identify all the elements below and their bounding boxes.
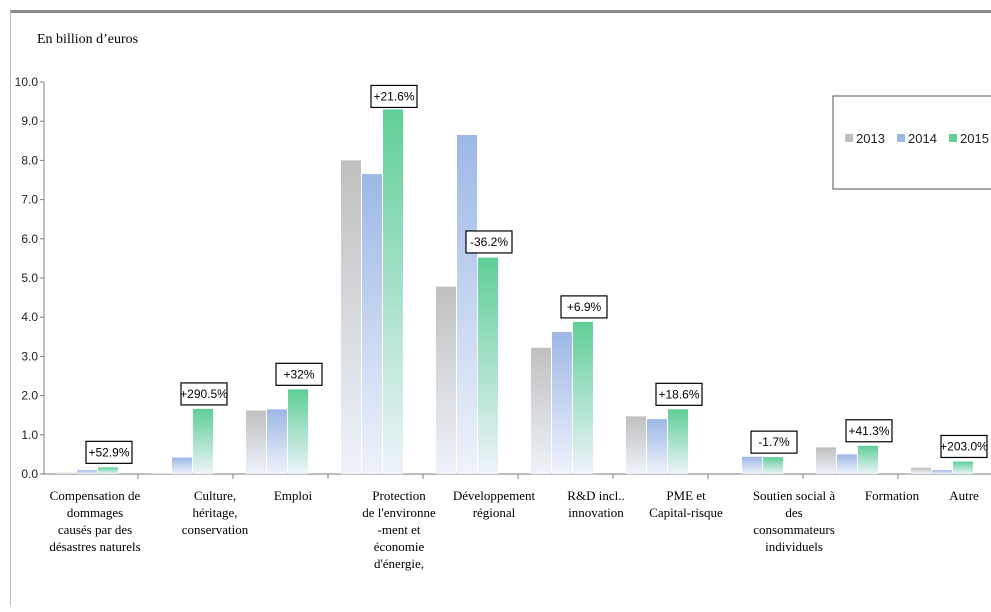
bar-2015 <box>383 109 403 474</box>
legend-label: 2014 <box>908 131 937 146</box>
bar-2015 <box>478 257 498 474</box>
bar-2013 <box>911 467 931 474</box>
bar-2014 <box>837 454 857 474</box>
annotation-label: -1.7% <box>758 435 790 449</box>
y-tick-label: 2.0 <box>21 389 38 403</box>
bar-2014 <box>932 470 952 474</box>
category-label: Protection de l'environne -ment et écono… <box>362 488 436 571</box>
annotation-box <box>180 382 228 406</box>
annotation-box <box>370 84 418 109</box>
bar-2014 <box>77 470 97 474</box>
annotation-label: +290.5% <box>180 387 228 401</box>
y-tick-label: 4.0 <box>21 310 38 324</box>
bar-2015 <box>763 457 783 474</box>
bar-2015 <box>668 409 688 474</box>
bar-2013 <box>436 286 456 474</box>
bar-2013 <box>816 447 836 474</box>
bar-2014 <box>457 134 477 475</box>
annotation-label: +32% <box>283 367 314 381</box>
bar-2014 <box>362 174 382 474</box>
bar-2013 <box>56 472 76 474</box>
category-label: Formation <box>864 488 920 503</box>
bar-2015 <box>193 408 213 474</box>
bar-2014 <box>267 409 287 474</box>
bar-2014 <box>647 419 667 474</box>
category-label: Soutien social à des consommateurs indiv… <box>752 488 836 554</box>
annotation-label: +18.6% <box>658 387 699 401</box>
category-label: Autre <box>949 488 979 503</box>
annotation-label: +6.9% <box>567 300 602 314</box>
category-label: Emploi <box>273 488 313 503</box>
annotation-label: +203.0% <box>940 439 988 453</box>
y-tick-label: 7.0 <box>21 193 38 207</box>
bar-2013 <box>246 410 266 474</box>
y-tick-label: 1.0 <box>21 428 38 442</box>
y-tick-label: 10.0 <box>15 75 39 89</box>
y-tick-label: 6.0 <box>21 232 38 246</box>
legend-label: 2013 <box>856 131 885 146</box>
y-tick-label: 8.0 <box>21 153 38 167</box>
category-label: R&D incl.. innovation <box>567 488 625 520</box>
annotation-box <box>85 440 133 464</box>
bar-2015 <box>98 467 118 474</box>
bar-2015 <box>288 389 308 474</box>
legend-label: 2015 <box>960 131 989 146</box>
bar-2014 <box>742 456 762 474</box>
y-tick-label: 3.0 <box>21 349 38 363</box>
annotation-box <box>560 295 608 319</box>
bar-2014 <box>552 332 572 474</box>
annotation-label: +41.3% <box>848 424 889 438</box>
category-label: Développement régional <box>452 488 536 520</box>
bar-2015 <box>953 461 973 474</box>
legend-swatch-2014 <box>897 134 905 142</box>
annotation-box <box>655 382 703 406</box>
chart-frame <box>10 10 991 606</box>
annotation-box <box>465 230 513 254</box>
bar-2014 <box>172 457 192 474</box>
bar-2013 <box>341 160 361 474</box>
bar-2013 <box>151 473 171 474</box>
annotation-box <box>750 430 798 454</box>
annotation-box <box>275 362 323 386</box>
annotation-label: +52.9% <box>88 445 129 459</box>
bar-2013 <box>626 416 646 474</box>
y-tick-label: 5.0 <box>21 271 38 285</box>
category-label: Compensation de dommages causés par des … <box>49 488 141 554</box>
legend-swatch-2013 <box>845 134 853 142</box>
legend-swatch-2015 <box>949 134 957 142</box>
bar-2015 <box>858 445 878 474</box>
category-label: Culture, héritage, conservation <box>181 488 249 537</box>
y-tick-label: 0.0 <box>21 467 38 481</box>
annotation-box <box>940 434 988 459</box>
y-axis-label: En billion d’euros <box>37 32 139 47</box>
annotation-label: -36.2% <box>470 235 508 249</box>
annotation-label: +21.6% <box>373 89 414 103</box>
bar-2015 <box>573 321 593 474</box>
annotation-box <box>845 419 893 443</box>
y-tick-label: 9.0 <box>21 114 38 128</box>
category-label: PME et Capital-risque <box>649 488 723 520</box>
legend-box <box>832 95 991 190</box>
bar-2013 <box>531 347 551 474</box>
